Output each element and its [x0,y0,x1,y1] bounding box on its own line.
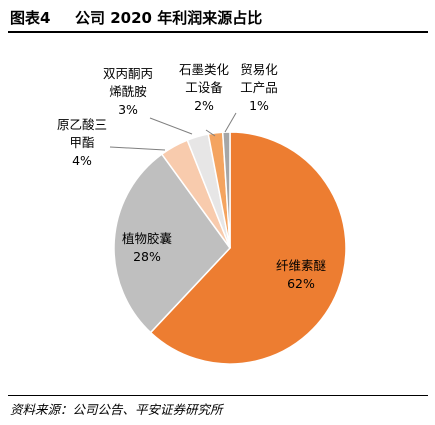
slice-label-4-line-1: 工设备 [185,80,223,95]
slice-label-3-line-0: 双丙酮丙 [103,66,153,81]
chart-header: 图表4 公司 2020 年利润来源占比 [0,0,435,30]
source-note: 资料来源：公司公告、平安证券研究所 [10,402,223,417]
leader-line-5 [224,112,237,133]
pie-slice-5 [221,131,231,249]
slice-label-1-line-1: 28% [133,249,161,264]
slice-label-2-line-1: 甲酯 [69,135,94,150]
slice-label-0-line-1: 62% [287,276,315,291]
header-rule [8,31,428,33]
pie-slice-1 [113,153,231,334]
slice-label-3-line-2: 3% [118,102,138,117]
chart-title: 公司 2020 年利润来源占比 [75,9,263,27]
slice-label-3-line-1: 烯酰胺 [109,84,147,99]
slice-label-2-line-0: 原乙酸三 [57,117,107,132]
leader-line-3 [149,117,193,135]
footer-rule [8,395,428,396]
slice-label-2-line-2: 4% [72,153,92,168]
figure-label: 图表4 [10,9,51,27]
slice-label-5-line-2: 1% [249,98,269,113]
leader-line-2 [109,146,166,151]
slice-label-4-line-0: 石墨类化 [179,62,230,77]
pie-slice-0 [149,131,347,365]
slice-label-0-line-0: 纤维素醚 [276,258,327,273]
slice-label-5-line-0: 贸易化 [240,62,278,77]
slice-label-5-line-1: 工产品 [240,80,278,95]
slice-label-4-line-2: 2% [194,98,214,113]
slice-label-1-line-0: 植物胶囊 [122,231,172,246]
leader-line-4 [205,129,216,137]
